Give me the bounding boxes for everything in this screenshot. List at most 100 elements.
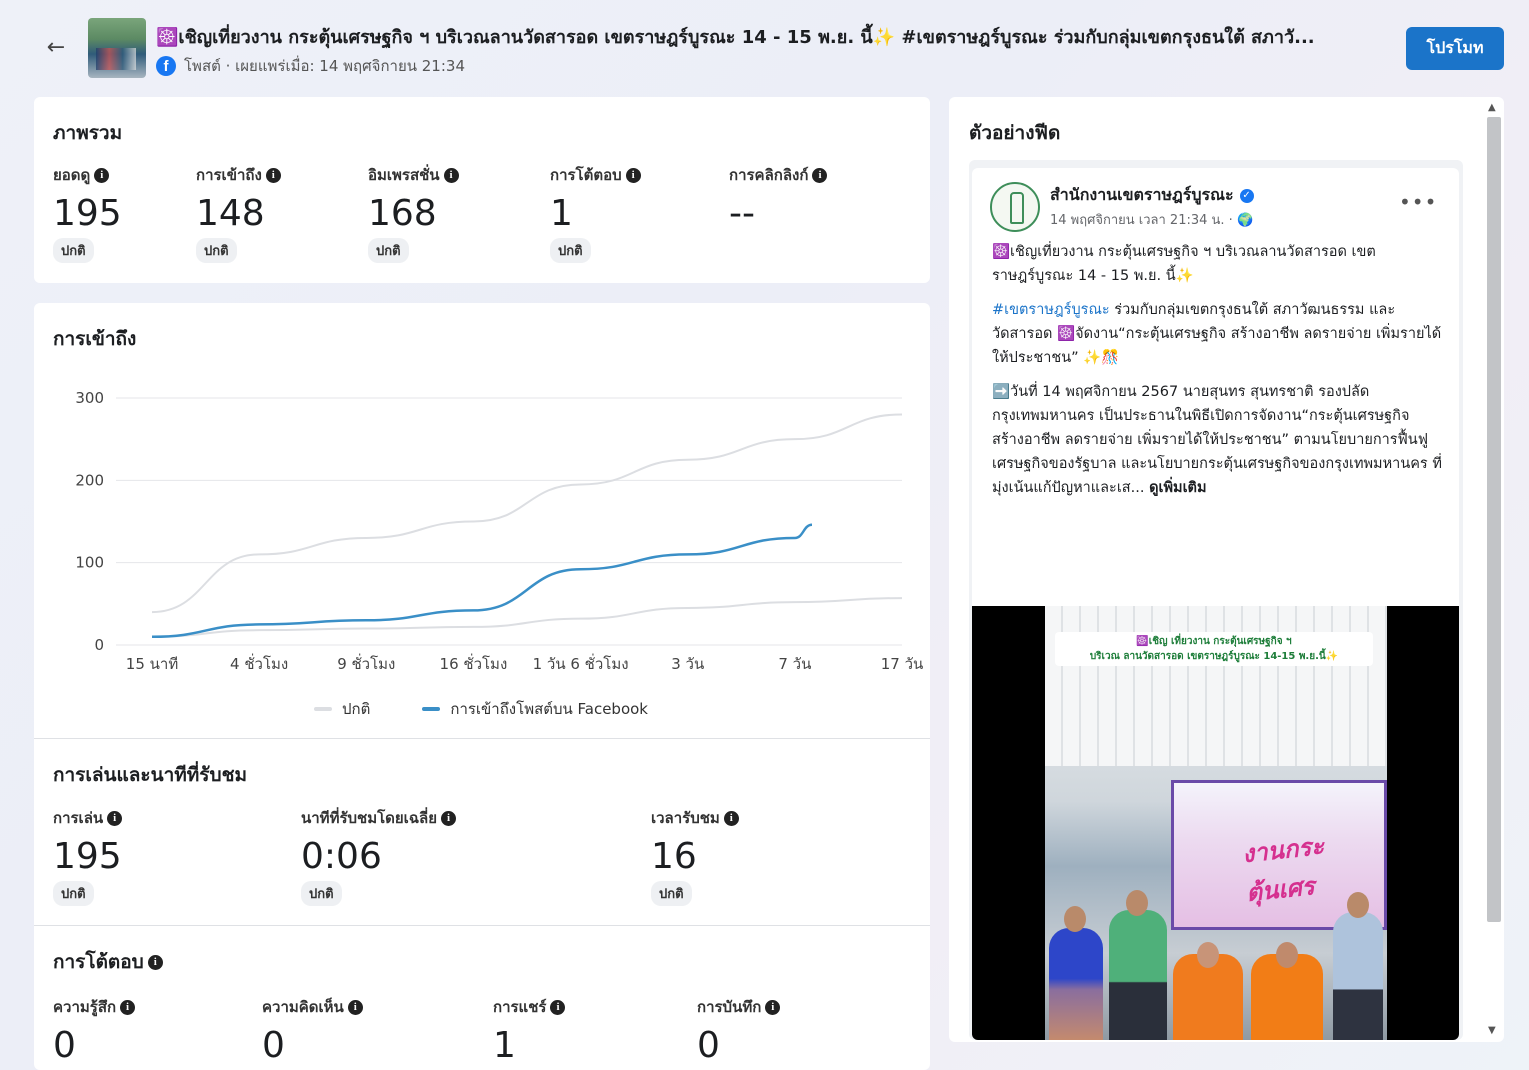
- metric-avg-minutes: นาทีที่รับชมโดยเฉลี่ย i 0:06 ปกติ: [301, 806, 457, 906]
- post-header: ← ☸️เชิญเที่ยวงาน กระตุ้นเศรษฐกิจ ฯ บริเ…: [0, 0, 1529, 96]
- info-icon[interactable]: i: [812, 168, 828, 183]
- metric-value: 16: [651, 836, 697, 877]
- post-paragraph: ➡️วันที่ 14 พฤศจิกายน 2567 นายสุนทร สุนท…: [992, 380, 1442, 500]
- info-icon[interactable]: i: [443, 168, 459, 183]
- info-icon[interactable]: i: [147, 955, 163, 970]
- info-icon[interactable]: i: [94, 168, 110, 183]
- metric-saves: การบันทึก i 0: [697, 995, 781, 1066]
- metric-label: การบันทึก: [697, 998, 762, 1016]
- series-line-normal-lower: [151, 597, 903, 638]
- person: [1173, 954, 1243, 1040]
- hashtag-link[interactable]: #เขตราษฎร์บูรณะ: [992, 302, 1110, 318]
- people-group: [1045, 890, 1387, 1040]
- legend-label-normal: ปกติ: [342, 700, 371, 718]
- y-tick-label: 0: [94, 636, 104, 654]
- metric-value: 1: [493, 1025, 516, 1066]
- page-avatar[interactable]: [990, 182, 1040, 232]
- interactions-title-text: การโต้ตอบ: [53, 951, 144, 973]
- x-tick-label: 7 วัน: [778, 655, 811, 673]
- promote-button[interactable]: โปรโมท: [1406, 27, 1504, 70]
- post-photo[interactable]: ☸️เชิญ เที่ยวงาน กระตุ้นเศรษฐกิจ ฯ บริเว…: [1045, 606, 1387, 1040]
- metric-impressions: อิมเพรสชั่น i 168 ปกติ: [368, 163, 459, 263]
- x-tick-label: 16 ชั่วโมง: [440, 653, 508, 673]
- metric-watch-time: เวลารับชม i 16 ปกติ: [651, 806, 739, 906]
- info-icon[interactable]: i: [723, 811, 739, 826]
- person: [1109, 910, 1167, 1040]
- photo-banner-line: ☸️เชิญ เที่ยวงาน กระตุ้นเศรษฐกิจ ฯ: [1136, 636, 1292, 647]
- legend-swatch-normal: [314, 707, 332, 711]
- legend-swatch-reach: [422, 707, 441, 711]
- status-badge: ปกติ: [651, 881, 692, 906]
- post-meta-text: โพสต์ · เผยแพร่เมื่อ: 14 พฤศจิกายน 21:34: [184, 57, 465, 75]
- person: [1333, 912, 1383, 1040]
- y-tick-label: 200: [75, 471, 104, 489]
- metric-label: เวลารับชม: [651, 809, 720, 827]
- y-tick-label: 300: [75, 389, 104, 407]
- status-badge: ปกติ: [368, 238, 409, 263]
- reach-line-chart: 0 100 200 300 15 นาที 4 ชั่วโมง 9 ชั่วโมง 16 ชั…: [75, 389, 923, 673]
- info-icon[interactable]: i: [347, 1000, 363, 1015]
- info-icon[interactable]: i: [107, 811, 123, 826]
- metric-value: 148: [196, 193, 265, 234]
- post-title: ☸️เชิญเที่ยวงาน กระตุ้นเศรษฐกิจ ฯ บริเวณ…: [156, 27, 1315, 48]
- feed-scrollbar[interactable]: ▲ ▼: [1484, 97, 1504, 1042]
- post-text: ➡️วันที่ 14 พฤศจิกายน 2567 นายสุนทร สุนท…: [992, 384, 1442, 496]
- metric-value: 0: [53, 1025, 76, 1066]
- status-badge: ปกติ: [196, 238, 237, 263]
- status-badge: ปกติ: [53, 881, 94, 906]
- scroll-thumb[interactable]: [1487, 117, 1501, 922]
- metric-reactions: ความรู้สึก i 0: [53, 995, 136, 1066]
- post-body: ☸️เชิญเที่ยวงาน กระตุ้นเศรษฐกิจ ฯ บริเวณ…: [992, 240, 1442, 510]
- metric-value: 1: [550, 193, 573, 234]
- metric-value: 0: [697, 1025, 720, 1066]
- scroll-down-icon[interactable]: ▼: [1488, 1025, 1496, 1036]
- post-media[interactable]: ☸️เชิญ เที่ยวงาน กระตุ้นเศรษฐกิจ ฯ บริเว…: [972, 606, 1459, 1040]
- metric-label: การเข้าถึง: [196, 166, 262, 184]
- scroll-up-icon[interactable]: ▲: [1488, 102, 1496, 113]
- metric-value: 0: [262, 1025, 285, 1066]
- page-name-text[interactable]: สำนักงานเขตราษฎร์บูรณะ: [1050, 185, 1234, 204]
- info-icon[interactable]: i: [625, 168, 641, 183]
- metric-label: ยอดดู: [53, 166, 91, 184]
- info-icon[interactable]: i: [441, 811, 457, 826]
- page-name[interactable]: สำนักงานเขตราษฎร์บูรณะ ✓: [1050, 183, 1254, 208]
- back-arrow-icon[interactable]: ←: [46, 35, 66, 60]
- roof-decoration: [1045, 606, 1387, 766]
- status-badge: ปกติ: [301, 881, 342, 906]
- feed-post: สำนักงานเขตราษฎร์บูรณะ ✓ 14 พฤศจิกายน เวล…: [972, 168, 1459, 1040]
- metric-value: 0:06: [301, 836, 382, 877]
- metric-shares: การแชร์ i 1: [493, 995, 566, 1066]
- photo-banner: ☸️เชิญ เที่ยวงาน กระตุ้นเศรษฐกิจ ฯ บริเว…: [1055, 632, 1373, 666]
- chart-legend: ปกติ การเข้าถึงโพสต์บน Facebook: [314, 697, 648, 721]
- metric-label: ความรู้สึก: [53, 998, 117, 1016]
- person-head: [1347, 892, 1369, 918]
- info-icon[interactable]: i: [265, 168, 281, 183]
- metric-comments: ความคิดเห็น i 0: [262, 995, 363, 1066]
- metric-label: การคลิกลิงก์: [729, 166, 809, 184]
- metric-label: ความคิดเห็น: [262, 998, 344, 1016]
- more-options-icon[interactable]: •••: [1399, 190, 1438, 214]
- photo-banner-line: บริเวณ ลานวัดสารอด เขตราษฎร์บูรณะ 14-15 …: [1089, 651, 1339, 662]
- legend-label-reach: การเข้าถึงโพสต์บน Facebook: [450, 700, 648, 718]
- post-date[interactable]: 14 พฤศจิกายน เวลา 21:34 น. · 🌍: [1050, 213, 1254, 228]
- post-thumbnail: [88, 18, 146, 78]
- y-tick-label: 100: [75, 554, 104, 572]
- status-badge: ปกติ: [550, 238, 591, 263]
- status-badge: ปกติ: [53, 238, 94, 263]
- x-tick-label: 3 วัน: [671, 655, 704, 673]
- x-tick-label: 9 ชั่วโมง: [337, 653, 395, 673]
- see-more-link[interactable]: ดูเพิ่มเติม: [1149, 480, 1207, 496]
- post-paragraph: ☸️เชิญเที่ยวงาน กระตุ้นเศรษฐกิจ ฯ บริเวณ…: [992, 244, 1376, 284]
- person-head: [1064, 906, 1086, 932]
- post-paragraph: #เขตราษฎร์บูรณะ ร่วมกับกลุ่มเขตกรุงธนใต้…: [992, 298, 1442, 370]
- metric-label: การเล่น: [53, 809, 104, 827]
- info-icon[interactable]: i: [120, 1000, 136, 1015]
- metric-link-clicks: การคลิกลิงก์ i --: [729, 163, 828, 234]
- info-icon[interactable]: i: [550, 1000, 566, 1015]
- person: [1251, 954, 1323, 1040]
- metric-value: 195: [53, 193, 122, 234]
- metric-reach: การเข้าถึง i 148 ปกติ: [196, 163, 281, 263]
- divider: [34, 738, 930, 739]
- metric-label: นาทีที่รับชมโดยเฉลี่ย: [301, 809, 438, 827]
- info-icon[interactable]: i: [765, 1000, 781, 1015]
